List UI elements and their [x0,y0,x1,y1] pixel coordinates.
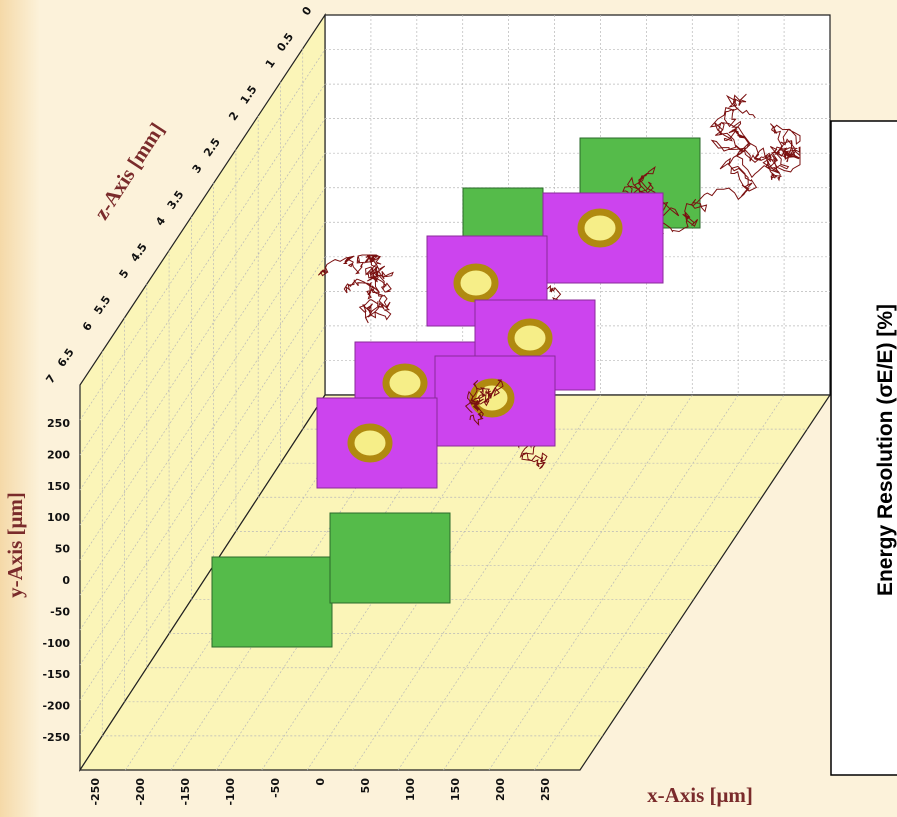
ring [351,427,389,459]
y-tick-label: 0 [62,574,70,587]
figure: Energy Resolution (σE/E) [%] z-Axis [mm]… [0,0,897,817]
ring [457,267,495,299]
x-tick-label: -50 [269,778,282,798]
z-tick-label: 4.5 [128,241,150,264]
x-tick-label: -200 [134,778,147,806]
y-tick-label: -200 [42,700,70,713]
z-tick-label: 3 [190,162,205,176]
z-tick-label: 0.5 [274,31,296,54]
z-tick-label: 2.5 [201,136,223,159]
y-tick-label: -150 [42,668,70,681]
green-plate [330,513,450,603]
y-tick-label: 100 [47,511,70,524]
z-tick-label: 3.5 [165,188,187,211]
ring [386,367,424,399]
z-tick-label: 5 [117,267,132,281]
z-tick-label: 2 [226,109,241,123]
edge-shade [0,0,40,817]
z-tick-label: 7 [43,372,58,386]
x-tick-label: 100 [404,778,417,801]
y-tick-label: 150 [47,480,70,493]
side-panel-clip: Energy Resolution (σE/E) [%] [874,304,897,596]
z-tick-label: 6.5 [55,346,77,369]
z-tick-label: 4 [153,214,168,228]
x-tick-label: -250 [89,778,102,806]
y-axis-title: y-Axis [μm] [3,492,27,598]
y-tick-label: 250 [47,417,70,430]
x-tick-label: -100 [224,778,237,806]
x-tick-label: 200 [494,778,507,801]
green-plate [463,188,543,238]
z-axis-title: z-Axis [mm] [89,118,169,224]
ring [581,212,619,244]
x-tick-label: 50 [359,778,372,794]
z-tick-label: 6 [80,319,95,333]
x-axis-title: x-Axis [μm] [647,783,753,807]
z-tick-label: 5.5 [91,293,113,316]
y-tick-label: -50 [50,605,70,618]
x-tick-label: -150 [179,778,192,806]
x-tick-label: 0 [314,778,327,786]
x-tick-label: 150 [449,778,462,801]
z-tick-label: 1 [263,57,278,71]
z-tick-label: 0 [299,4,314,18]
x-tick-label: 250 [539,778,552,801]
y-tick-label: -250 [42,731,70,744]
green-plate [212,557,332,647]
ring [511,322,549,354]
side-panel-label: Energy Resolution (σE/E) [%] [874,304,897,596]
y-tick-label: -100 [42,637,70,650]
page: Energy Resolution (σE/E) [%] z-Axis [mm]… [0,0,897,817]
y-tick-label: 200 [47,448,70,461]
z-tick-label: 1.5 [238,83,260,106]
y-tick-label: 50 [55,543,71,556]
